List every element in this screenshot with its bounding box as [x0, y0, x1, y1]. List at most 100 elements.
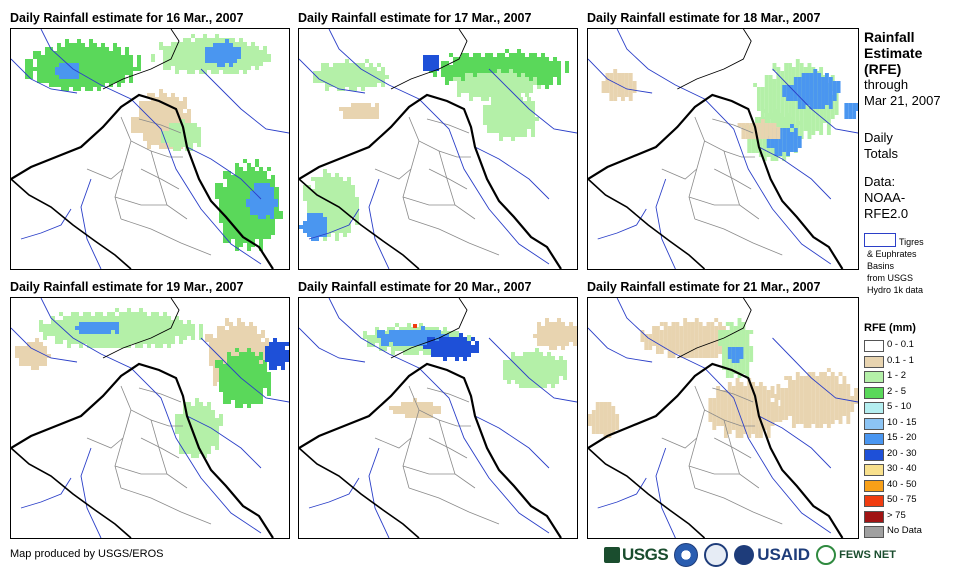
rainfall-cell: [477, 81, 481, 85]
rainfall-cell: [813, 93, 818, 97]
rainfall-cell: [223, 380, 227, 384]
province-boundary: [694, 487, 783, 525]
rainfall-cell: [235, 247, 239, 251]
rainfall-cell: [803, 123, 808, 127]
rainfall-cell: [499, 105, 503, 109]
rainfall-cell: [413, 414, 417, 418]
rainfall-cell: [369, 63, 373, 67]
rainfall-cell: [235, 376, 239, 380]
rainfall-cell: [259, 376, 263, 380]
rainfall-cell: [499, 133, 503, 137]
rainfall-cell: [737, 330, 742, 334]
rainfall-cell: [203, 418, 207, 422]
rainfall-cell: [39, 358, 43, 362]
rainfall-cell: [505, 69, 509, 73]
rainfall-cell: [762, 390, 767, 394]
rainfall-cell: [327, 201, 331, 205]
rainfall-cell: [437, 334, 441, 338]
rainfall-cell: [731, 355, 736, 359]
rainfall-cell: [766, 430, 771, 434]
rainfall-cell: [211, 434, 215, 438]
rainfall-cell: [239, 215, 243, 219]
rainfall-cell: [477, 93, 481, 97]
sidebar-data-line3: RFE2.0: [864, 206, 909, 221]
rainfall-cell: [539, 360, 543, 364]
rainfall-cell: [251, 46, 255, 50]
rainfall-cell: [439, 349, 443, 353]
rainfall-cell: [751, 402, 756, 406]
rainfall-cell: [225, 55, 229, 59]
rainfall-cell: [143, 101, 147, 105]
rainfall-cell: [237, 326, 241, 330]
rainfall-cell: [483, 105, 487, 109]
rainfall-cell: [239, 356, 243, 360]
rainfall-cell: [121, 63, 125, 67]
rainfall-cell: [507, 372, 511, 376]
rainfall-cell: [237, 55, 241, 59]
rainfall-cell: [325, 83, 329, 87]
rainfall-cell: [371, 335, 375, 339]
rainfall-cell: [115, 316, 119, 320]
rainfall-cell: [363, 107, 367, 111]
rainfall-cell: [725, 374, 730, 378]
rainfall-cell: [722, 330, 726, 334]
rainfall-cell: [830, 111, 835, 115]
rainfall-cell: [173, 147, 177, 151]
rainfall-cell: [716, 406, 721, 410]
rainfall-cell: [311, 201, 315, 205]
rainfall-cell: [690, 326, 695, 330]
rainfall-cell: [259, 235, 263, 239]
rainfall-cell: [714, 334, 719, 338]
rainfall-cell: [347, 209, 351, 213]
rainfall-cell: [485, 89, 489, 93]
rainfall-cell: [75, 63, 79, 67]
rainfall-cell: [259, 179, 263, 183]
rainfall-cell: [361, 67, 365, 71]
rainfall-cell: [209, 358, 213, 362]
rainfall-cell: [519, 97, 523, 101]
rainfall-cell: [323, 189, 327, 193]
rainfall-cell: [221, 59, 225, 63]
rainfall-cell: [788, 380, 792, 384]
rainfall-cell: [115, 340, 119, 344]
rainfall-cell: [117, 63, 121, 67]
rainfall-cell: [35, 354, 39, 358]
rainfall-cell: [273, 350, 277, 354]
legend-swatch: [864, 417, 884, 430]
province-boundary: [438, 419, 476, 489]
rainfall-cell: [461, 81, 465, 85]
rainfall-cell: [151, 320, 155, 324]
rainfall-cell: [435, 59, 439, 63]
rainfall-cell: [547, 360, 551, 364]
rainfall-cell: [743, 398, 748, 402]
rainfall-cell: [527, 105, 531, 109]
rainfall-cell: [195, 46, 199, 50]
rainfall-cell: [223, 227, 227, 231]
rainfall-cell: [263, 376, 267, 380]
rainfall-cell: [255, 219, 259, 223]
rainfall-cell: [97, 87, 101, 91]
rainfall-cell: [159, 97, 163, 101]
rainfall-cell: [163, 113, 167, 117]
rainfall-cell: [624, 89, 629, 93]
rainfall-cell: [537, 65, 541, 69]
rainfall-cell: [573, 334, 577, 338]
rainfall-cell: [225, 338, 229, 342]
rainfall-cell: [183, 422, 187, 426]
rainfall-cell: [175, 422, 179, 426]
rainfall-cell: [381, 338, 385, 342]
rainfall-cell: [776, 388, 781, 392]
rainfall-cell: [427, 351, 431, 355]
rainfall-cell: [515, 376, 519, 380]
rainfall-cell: [527, 384, 531, 388]
rainfall-cell: [199, 38, 203, 42]
rainfall-cell: [659, 334, 664, 338]
rainfall-cell: [335, 221, 339, 225]
rainfall-cell: [223, 211, 227, 215]
rainfall-cell: [718, 350, 723, 354]
rainfall-cell: [471, 345, 475, 349]
rainfall-cell: [846, 396, 851, 400]
rainfall-cell: [690, 354, 695, 358]
rainfall-cell: [531, 372, 535, 376]
rainfall-cell: [269, 346, 273, 350]
